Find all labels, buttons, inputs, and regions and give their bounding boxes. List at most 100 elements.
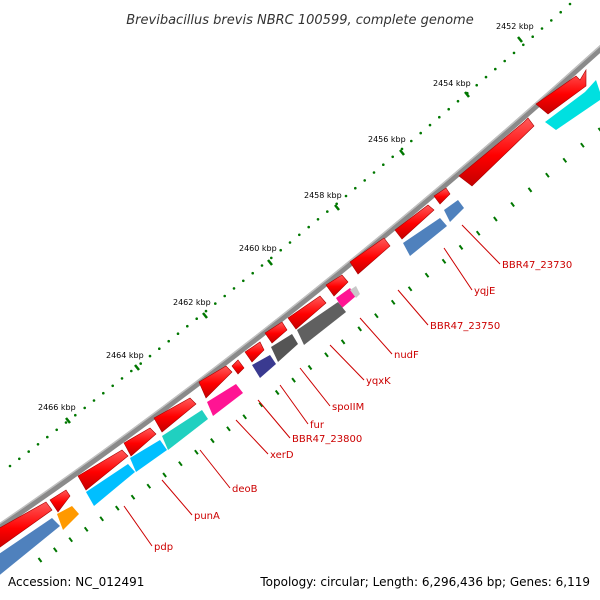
gene-label[interactable]: yqjE — [474, 286, 495, 297]
tick-dot — [522, 43, 525, 47]
gene-arrow[interactable] — [325, 274, 349, 297]
genome-backbone — [0, 44, 600, 531]
gene-arrow[interactable] — [77, 449, 129, 491]
gene-label[interactable]: xerD — [270, 450, 294, 461]
tick-dot — [494, 67, 497, 71]
tick-dash — [597, 127, 600, 132]
tick-dash — [258, 402, 264, 408]
tick-dot — [363, 179, 367, 182]
tick-dot — [214, 302, 217, 305]
gene-arrow[interactable] — [458, 117, 535, 187]
tick-dot — [176, 332, 180, 336]
tick-dot — [139, 362, 142, 365]
gene-arrow[interactable] — [264, 321, 288, 344]
tick-dash — [510, 201, 515, 208]
tick-dot — [540, 27, 544, 30]
tick-dot — [46, 435, 49, 439]
gene-label[interactable]: deoB — [232, 484, 258, 495]
tick-dash — [37, 557, 43, 563]
tick-dot — [83, 406, 86, 410]
tick-dash — [458, 244, 464, 250]
tick-dot — [167, 339, 170, 343]
tick-label: 2454 kbp — [433, 79, 471, 88]
tick-dash — [424, 272, 430, 278]
genome-backbone-highlight — [0, 45, 600, 525]
tick-dash — [340, 339, 346, 345]
gene-arrow[interactable] — [231, 359, 245, 375]
cog-block — [252, 355, 276, 378]
tick-dash — [52, 547, 58, 553]
gene-arrow[interactable] — [0, 501, 53, 550]
cog-block — [444, 200, 464, 222]
cds-track — [0, 68, 587, 550]
inner-tick-dashes — [37, 127, 600, 563]
tick-dash — [83, 526, 89, 532]
gene-label[interactable]: BBR47_23730 — [502, 260, 572, 271]
tick-dot — [326, 210, 329, 213]
gene-label[interactable]: nudF — [394, 350, 419, 361]
gene-label[interactable]: spoIIM — [332, 402, 364, 413]
tick-dash — [357, 326, 363, 332]
cog-block — [57, 506, 79, 530]
tick-dot — [475, 83, 479, 87]
tick-dot — [232, 287, 236, 290]
tick-dash — [226, 426, 231, 432]
tick-dot — [419, 131, 423, 135]
gene-arrow[interactable] — [123, 427, 157, 457]
gene-arrow[interactable] — [433, 187, 451, 205]
tick-dot — [428, 123, 432, 127]
tick-dash — [68, 537, 73, 543]
tick-dash — [194, 449, 199, 455]
tick-label: 2458 kbp — [304, 191, 342, 200]
tick-dot — [148, 354, 152, 358]
tick-dash — [146, 483, 152, 489]
tick-dot — [456, 99, 460, 103]
gene-arrow[interactable] — [49, 489, 71, 513]
gene-arrow[interactable] — [349, 237, 391, 275]
accession-text: Accession: NC_012491 — [8, 575, 144, 589]
map-title: Brevibacillus brevis NBRC 100599, comple… — [126, 13, 473, 28]
tick-dot — [568, 2, 572, 6]
tick-dot — [391, 155, 395, 159]
tick-dash — [545, 172, 550, 178]
gene-arrow[interactable] — [198, 365, 233, 399]
gene-label[interactable]: pdp — [154, 542, 173, 553]
tick-dot — [260, 264, 264, 267]
gene-label[interactable]: BBR47_23750 — [430, 321, 500, 332]
gene-label[interactable]: fur — [310, 420, 325, 431]
gene-arrow[interactable] — [394, 204, 435, 240]
gene-arrow[interactable] — [244, 341, 265, 363]
tick-dash — [407, 286, 413, 292]
tick-dot — [64, 421, 68, 424]
tick-dash — [475, 230, 481, 236]
cog-block — [130, 440, 167, 472]
tick-dash — [115, 505, 120, 511]
gene-label[interactable]: BBR47_23800 — [292, 434, 362, 445]
gene-arrow[interactable] — [153, 397, 197, 433]
cog-block — [297, 302, 346, 345]
tick-labels: 2452 kbp 2454 kbp 2456 kbp 2458 kbp 2460… — [38, 22, 534, 412]
tick-dash — [441, 258, 447, 264]
tick-label: 2464 kbp — [106, 351, 144, 360]
tick-dash — [99, 516, 104, 522]
tick-dash — [493, 216, 498, 222]
cog-block — [207, 384, 243, 416]
cog-block — [336, 288, 356, 308]
tick-dash — [130, 494, 136, 500]
cog-block — [162, 410, 208, 450]
tick-label: 2452 kbp — [496, 22, 534, 31]
gene-label[interactable]: yqxK — [366, 376, 391, 387]
tick-dot — [400, 147, 404, 151]
tick-label: 2460 kbp — [239, 244, 277, 253]
tick-dash — [562, 157, 568, 163]
cog-block — [271, 334, 298, 362]
gene-arrow[interactable] — [287, 295, 327, 330]
gene-labels: BBR47_23730 yqjE BBR47_23750 nudF yqxK s… — [154, 260, 572, 553]
gene-label[interactable]: punA — [194, 511, 220, 522]
cog-track — [0, 80, 600, 575]
tick-dot — [130, 369, 133, 373]
tick-label: 2462 kbp — [173, 298, 211, 307]
tick-label: 2456 kbp — [368, 135, 406, 144]
tick-dot — [18, 457, 21, 461]
gene-arrow[interactable] — [535, 68, 587, 115]
